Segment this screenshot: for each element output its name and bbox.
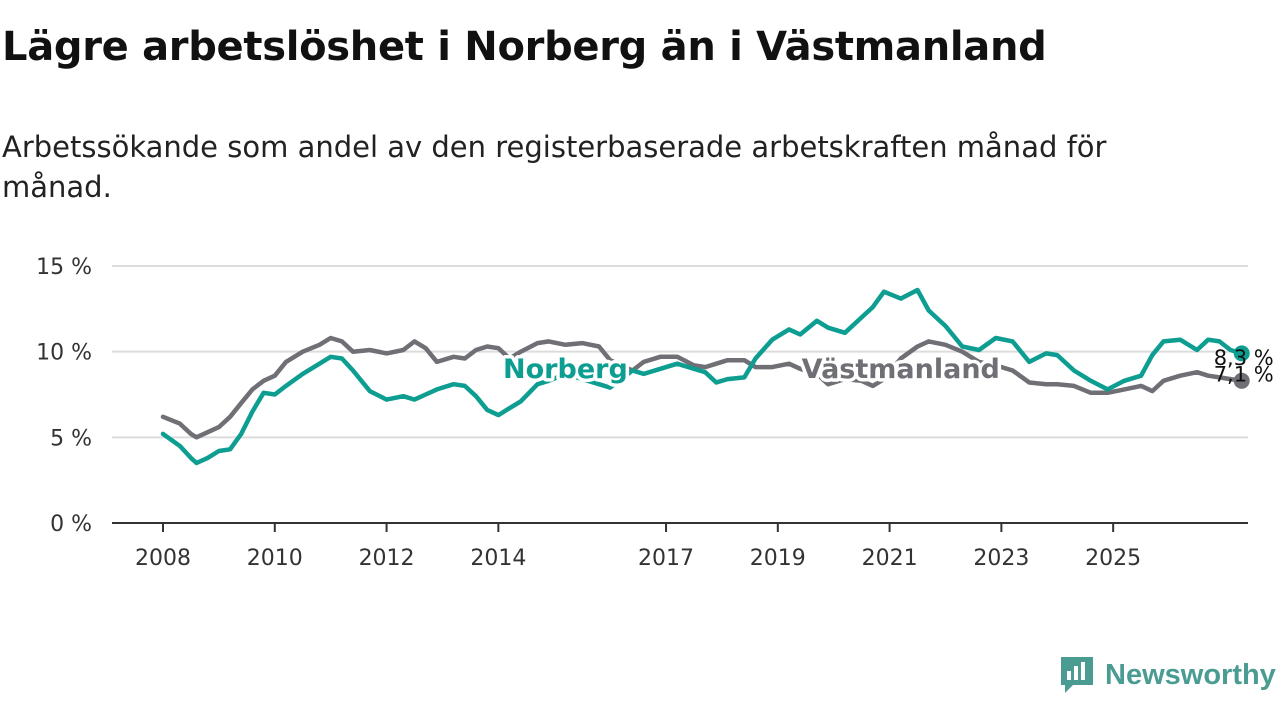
newsworthy-logo: Newsworthy xyxy=(1059,655,1276,695)
series-labels: 8,3 %7,1 % Norberg Västmanland xyxy=(500,346,1274,389)
gridlines xyxy=(112,265,1248,439)
end-point-vastmanland xyxy=(1233,372,1250,389)
x-tick-label: 2019 xyxy=(750,546,806,571)
series-lines xyxy=(160,287,1250,466)
chart-title: Lägre arbetslöshet i Norberg än i Västma… xyxy=(2,24,1047,70)
x-tick-label: 2014 xyxy=(470,546,526,571)
end-label-norberg: 7,1 % xyxy=(1214,362,1274,386)
series-line-vastmanland xyxy=(160,335,1244,440)
series-label-vastmanland: Västmanland xyxy=(802,354,1000,385)
series-line-norberg xyxy=(160,287,1244,466)
newsworthy-logo-text: Newsworthy xyxy=(1105,658,1276,691)
x-tick-label: 2010 xyxy=(247,546,303,571)
y-tick-label: 0 % xyxy=(50,512,92,537)
x-tick-label: 2021 xyxy=(862,546,918,571)
newsworthy-logo-icon xyxy=(1061,657,1093,693)
y-tick-label: 5 % xyxy=(50,426,92,451)
x-tick-label: 2012 xyxy=(359,546,415,571)
x-tick-label: 2025 xyxy=(1085,546,1141,571)
x-tick-label: 2017 xyxy=(638,546,694,571)
end-point-norberg xyxy=(1233,345,1250,362)
y-tick-label: 15 % xyxy=(36,255,92,280)
end-label-vastmanland: 8,3 % xyxy=(1214,346,1274,370)
series-label-norberg: Norberg xyxy=(503,354,628,385)
y-tick-label: 10 % xyxy=(36,341,92,366)
chart-subtitle: Arbetssökande som andel av den registerb… xyxy=(2,130,1107,204)
axes: 0 % 5 % 10 % 15 % 2008 2010 2012 2014 2017 2019 20… xyxy=(36,255,1248,571)
x-tick-label: 2023 xyxy=(973,546,1029,571)
x-tick-label: 2008 xyxy=(135,546,191,571)
